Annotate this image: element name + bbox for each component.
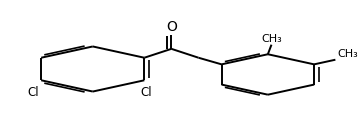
Text: Cl: Cl (141, 86, 152, 99)
Text: Cl: Cl (27, 86, 39, 99)
Text: O: O (166, 20, 177, 34)
Text: CH₃: CH₃ (337, 49, 358, 59)
Text: CH₃: CH₃ (261, 34, 282, 44)
